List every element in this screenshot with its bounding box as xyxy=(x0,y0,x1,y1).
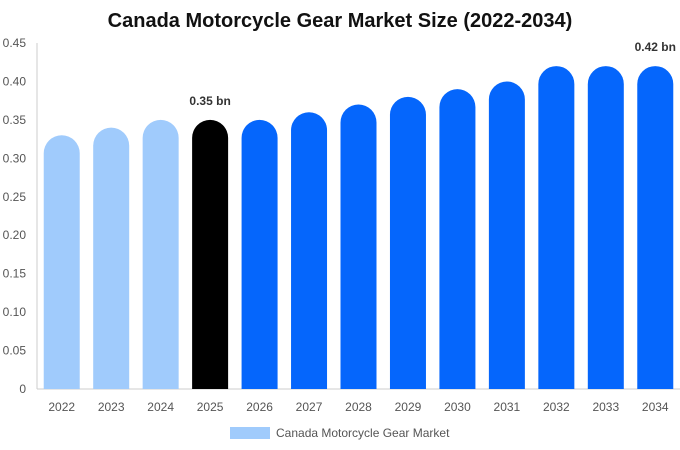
x-tick-label: 2028 xyxy=(345,400,372,414)
x-tick-label: 2034 xyxy=(642,400,669,414)
x-tick-label: 2024 xyxy=(147,400,174,414)
x-tick-label: 2027 xyxy=(296,400,323,414)
y-tick-label: 0.35 xyxy=(3,113,27,127)
x-axis: 2022 2023 2024 2025 2026 2027 2028 2029 2030 2031… xyxy=(37,388,680,414)
data-label-2025: 0.35 bn xyxy=(189,94,230,108)
data-labels: 0.35 bn 0.42 bn xyxy=(189,40,676,108)
bar-2030 xyxy=(439,89,476,389)
bar-2022 xyxy=(43,135,80,389)
x-tick-label: 2025 xyxy=(197,400,224,414)
bar-2033 xyxy=(587,66,624,389)
bar-2034 xyxy=(637,66,674,389)
y-tick-label: 0.45 xyxy=(3,36,27,50)
data-label-2034: 0.42 bn xyxy=(635,40,676,54)
legend: Canada Motorcycle Gear Market xyxy=(230,426,450,440)
x-tick-label: 2023 xyxy=(98,400,125,414)
y-tick-label: 0.25 xyxy=(3,190,27,204)
y-tick-label: 0.40 xyxy=(3,74,27,88)
legend-swatch xyxy=(230,427,270,439)
chart-title: Canada Motorcycle Gear Market Size (2022… xyxy=(108,10,573,32)
y-tick-label: 0.20 xyxy=(3,228,27,242)
bar-2032 xyxy=(538,66,575,389)
x-tick-label: 2032 xyxy=(543,400,570,414)
bar-2024 xyxy=(142,119,179,389)
bar-2031 xyxy=(488,81,525,389)
x-tick-label: 2026 xyxy=(246,400,273,414)
bar-2027 xyxy=(291,112,328,389)
y-tick-label: 0.30 xyxy=(3,151,27,165)
x-tick-label: 2029 xyxy=(395,400,422,414)
x-tick-label: 2033 xyxy=(592,400,619,414)
y-axis: 0 0.05 0.10 0.15 0.20 0.25 0.30 0.35 0.40 0.45 xyxy=(3,36,38,396)
bar-2026 xyxy=(241,119,278,389)
y-tick-label: 0.15 xyxy=(3,267,27,281)
y-tick-label: 0.05 xyxy=(3,344,27,358)
x-tick-label: 2031 xyxy=(494,400,521,414)
bar-2023 xyxy=(93,127,130,390)
bar-2025 xyxy=(192,119,229,389)
bars xyxy=(43,66,674,390)
bar-2029 xyxy=(389,96,426,390)
y-tick-label: 0.10 xyxy=(3,305,27,319)
x-tick-label: 2030 xyxy=(444,400,471,414)
bar-2028 xyxy=(340,104,377,389)
y-tick-label: 0 xyxy=(19,382,26,396)
legend-label: Canada Motorcycle Gear Market xyxy=(276,426,450,440)
x-tick-label: 2022 xyxy=(48,400,75,414)
